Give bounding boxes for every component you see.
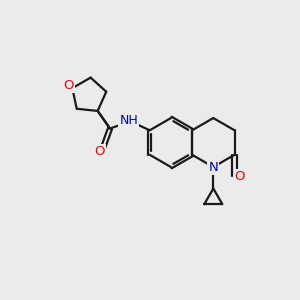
Text: O: O [235,170,245,183]
Text: O: O [94,145,105,158]
Text: O: O [64,79,74,92]
Text: NH: NH [119,114,138,127]
Text: N: N [208,160,218,173]
